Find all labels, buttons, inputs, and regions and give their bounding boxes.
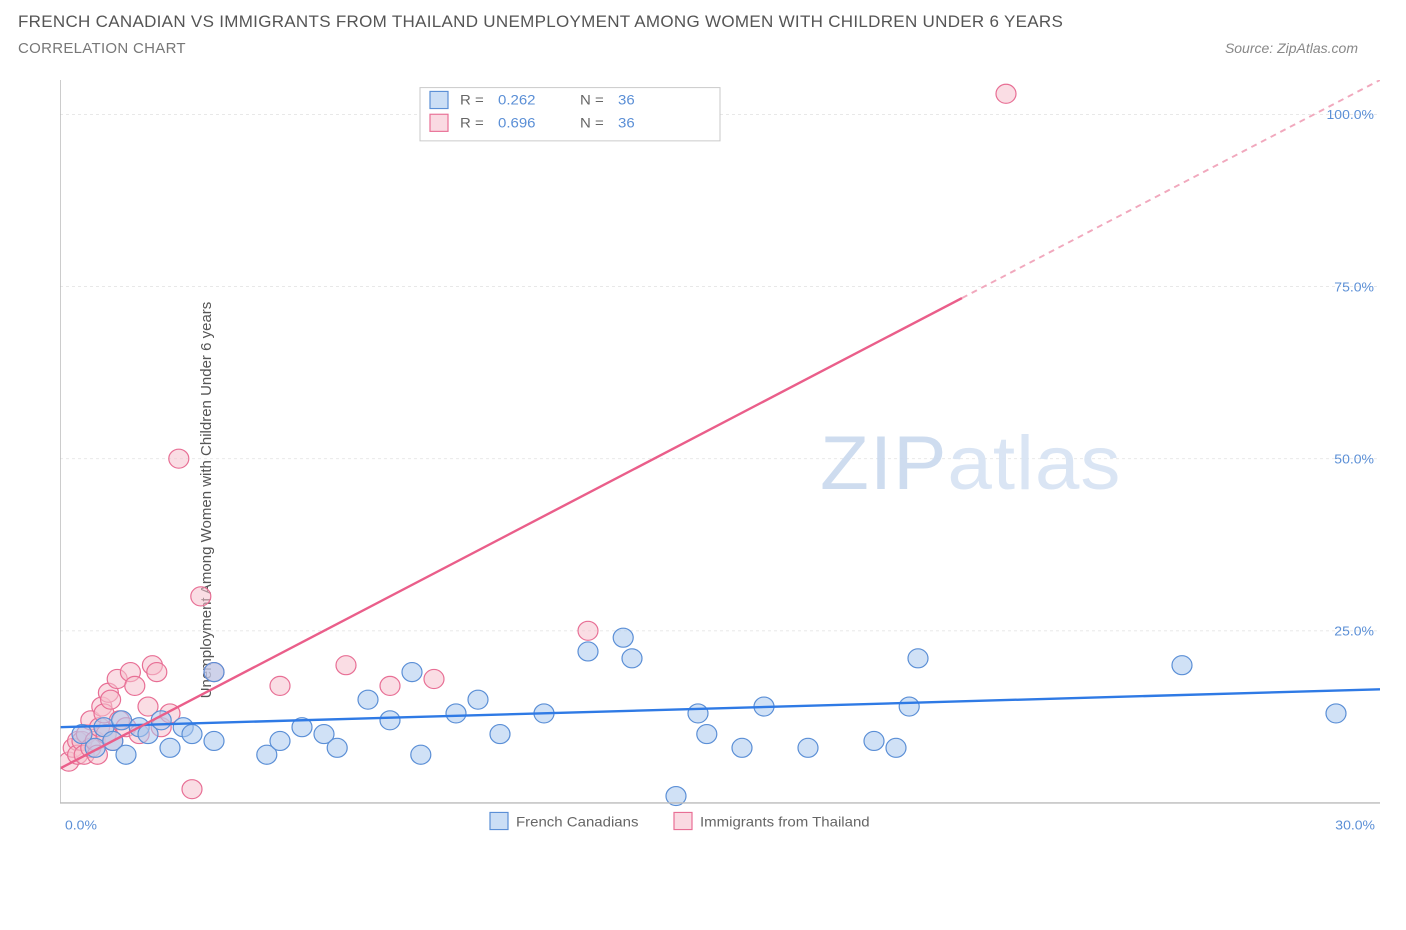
data-point <box>613 628 633 647</box>
data-point <box>490 725 510 744</box>
chart-main-title: FRENCH CANADIAN VS IMMIGRANTS FROM THAIL… <box>18 12 1388 32</box>
y-tick-labels: 25.0% 50.0% 75.0% 100.0% <box>1327 107 1374 638</box>
data-point <box>182 780 202 799</box>
data-point <box>578 621 598 640</box>
data-point <box>358 690 378 709</box>
bottom-legend-label: French Canadians <box>516 815 638 831</box>
bottom-legend-swatch <box>674 812 692 829</box>
data-point <box>578 642 598 661</box>
bottom-legend-label: Immigrants from Thailand <box>700 815 870 831</box>
data-point <box>112 711 132 730</box>
legend-r-label: R = <box>460 93 484 109</box>
legend-r-value: 0.262 <box>498 93 536 109</box>
data-point <box>204 663 224 682</box>
data-point <box>899 697 919 716</box>
data-point <box>116 745 136 764</box>
data-point <box>327 738 347 757</box>
gridlines <box>60 114 1380 630</box>
trend-line-dashed <box>962 80 1380 298</box>
data-point <box>732 738 752 757</box>
data-point <box>336 656 356 675</box>
legend-n-label: N = <box>580 93 604 109</box>
data-point <box>402 663 422 682</box>
x-tick-label: 30.0% <box>1335 818 1375 833</box>
bottom-legend-swatch <box>490 812 508 829</box>
legend-n-value: 36 <box>618 116 635 132</box>
data-point <box>622 649 642 668</box>
data-point <box>468 690 488 709</box>
data-point <box>125 676 145 695</box>
data-point <box>1172 656 1192 675</box>
watermark-thin: atlas <box>947 420 1121 506</box>
data-point <box>380 711 400 730</box>
data-point <box>270 676 290 695</box>
trend-line <box>60 689 1380 727</box>
legend-swatch <box>430 91 448 108</box>
correlation-scatter-plot: ZIPatlas 25.0% 50.0% 75.0% 100.0% 0.0% 30.0%… <box>60 80 1380 860</box>
data-point <box>147 663 167 682</box>
y-tick-label: 100.0% <box>1327 107 1374 122</box>
source-attribution: Source: ZipAtlas.com <box>1225 40 1388 56</box>
data-point <box>688 704 708 723</box>
y-tick-label: 75.0% <box>1334 280 1374 295</box>
legend-n-label: N = <box>580 116 604 132</box>
data-point <box>798 738 818 757</box>
legend-swatch <box>430 114 448 131</box>
y-tick-label: 25.0% <box>1334 624 1374 639</box>
x-tick-label: 0.0% <box>65 818 97 833</box>
series-blue-points <box>72 628 1346 805</box>
data-point <box>191 587 211 606</box>
data-point <box>424 669 444 688</box>
data-point <box>864 731 884 750</box>
data-point <box>697 725 717 744</box>
data-point <box>270 731 290 750</box>
y-tick-label: 50.0% <box>1334 452 1374 467</box>
data-point <box>886 738 906 757</box>
watermark: ZIPatlas <box>820 420 1121 506</box>
data-point <box>996 84 1016 103</box>
data-point <box>908 649 928 668</box>
stats-legend-box: R = 0.262 N = 36 R = 0.696 N = 36 <box>420 88 720 141</box>
trend-line-solid <box>60 298 962 768</box>
data-point <box>182 725 202 744</box>
data-point <box>1326 704 1346 723</box>
data-point <box>101 690 121 709</box>
data-point <box>411 745 431 764</box>
source-value: ZipAtlas.com <box>1277 40 1358 56</box>
data-point <box>169 449 189 468</box>
watermark-bold: ZIP <box>820 420 947 506</box>
data-point <box>160 738 180 757</box>
legend-r-label: R = <box>460 116 484 132</box>
legend-n-value: 36 <box>618 93 635 109</box>
source-label: Source: <box>1225 40 1277 56</box>
data-point <box>204 731 224 750</box>
data-point <box>380 676 400 695</box>
bottom-category-legend: French Canadians Immigrants from Thailand <box>490 812 870 830</box>
legend-r-value: 0.696 <box>498 116 536 132</box>
data-point <box>446 704 466 723</box>
chart-subtitle: CORRELATION CHART <box>18 40 186 57</box>
